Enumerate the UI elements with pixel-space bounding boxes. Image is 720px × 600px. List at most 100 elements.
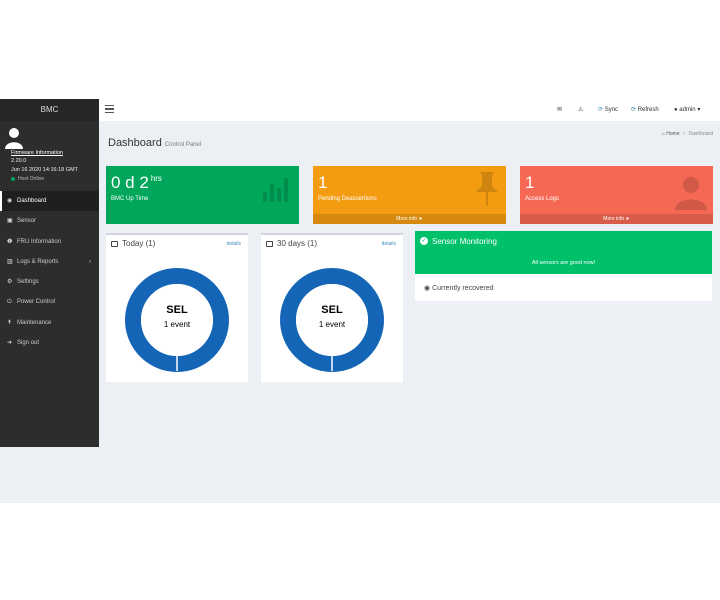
thirty-days-events-panel: 30 days (1) details SEL 1 event: [261, 233, 403, 382]
bar-chart-icon: [263, 178, 288, 202]
chevron-right-icon: ›: [89, 258, 91, 265]
uptime-label: BMC Up Time: [111, 196, 149, 202]
sidebar-item-maintenance[interactable]: ✝ Maintenance: [0, 313, 99, 333]
hdd-icon: [111, 240, 118, 247]
uptime-stat-box: 0 d 2 hrs BMC Up Time: [106, 166, 299, 224]
sync-button[interactable]: ⟳ Sync: [598, 106, 618, 113]
caret-down-icon: ▾: [697, 107, 701, 113]
breadcrumb-separator: >: [682, 131, 686, 137]
today-events-panel: Today (1) details SEL 1 event: [106, 233, 248, 382]
warning-icon[interactable]: ⚠: [578, 107, 584, 113]
sidebar-item-label: FRU Information: [17, 238, 62, 245]
today-donut-label: SEL: [166, 304, 188, 316]
thirty-days-panel-header: 30 days (1): [266, 239, 317, 248]
access-logs-box: 1 Access Logs More info ➤: [520, 166, 713, 224]
user-icon: ●: [674, 107, 678, 113]
page-title-text: Dashboard: [108, 137, 162, 149]
breadcrumb-current: Dashboard: [688, 131, 713, 137]
hdd-icon: [266, 240, 273, 247]
sensor-monitoring-title: Sensor Monitoring: [432, 237, 497, 246]
thirty-days-donut-chart[interactable]: [280, 268, 384, 372]
page-title: Dashboard Control Panel: [108, 137, 201, 149]
sync-icon: ⟳: [598, 107, 604, 113]
user-silhouette-icon: [675, 177, 707, 210]
top-navbar: ✉ ⚠ ⟳ Sync ⟳ Refresh ● admin ▾: [99, 99, 720, 121]
user-panel: Firmware Information 2.20.0 Jun 16 2020 …: [0, 121, 99, 187]
uptime-value: 0 d 2: [111, 173, 149, 192]
user-label: admin: [679, 107, 696, 113]
access-more-info-link[interactable]: More info ➤: [520, 214, 713, 224]
sidebar-item-sensor[interactable]: ▣ Sensor: [0, 211, 99, 231]
check-circle-icon: ✓: [420, 237, 428, 245]
thirty-days-donut-label: SEL: [321, 304, 343, 316]
sidebar: BMC Firmware Information 2.20.0 Jun 16 2…: [0, 99, 99, 447]
access-value: 1: [525, 173, 535, 192]
firmware-date: Jun 16 2020 14:16:18 GMT: [11, 167, 78, 173]
info-icon: ❶: [7, 238, 13, 245]
pending-label: Pending Deassertions: [318, 196, 377, 202]
uptime-value-wrap: 0 d 2 hrs: [111, 173, 162, 193]
sensor-monitoring-panel: ✓ Sensor Monitoring All sensors are good…: [415, 231, 712, 301]
firmware-information-link[interactable]: Firmware Information: [11, 150, 63, 156]
pending-more-label: More info: [396, 216, 418, 222]
thirty-days-details-link[interactable]: details: [381, 241, 396, 247]
app-root: BMC Firmware Information 2.20.0 Jun 16 2…: [0, 99, 720, 503]
access-label: Access Logs: [525, 196, 560, 202]
sidebar-item-label: Sensor: [17, 218, 37, 225]
chevron-circle-down-icon: ◉: [424, 285, 431, 292]
envelope-icon[interactable]: ✉: [557, 107, 563, 113]
brand-logo[interactable]: BMC: [0, 99, 99, 121]
sidebar-item-power-control[interactable]: ⏻ Power Control: [0, 292, 99, 312]
sidebar-item-label: Sign out: [17, 340, 40, 347]
sidebar-item-fru-information[interactable]: ❶ FRU Information: [0, 232, 99, 252]
sidebar-item-label: Power Control: [17, 299, 56, 306]
wrench-icon: ✝: [7, 319, 13, 326]
sidebar-item-label: Logs & Reports: [17, 258, 59, 265]
pending-deassertions-box: 1 Pending Deassertions More info ➤: [313, 166, 506, 224]
refresh-icon: ⟳: [631, 107, 637, 113]
breadcrumb-home[interactable]: Home: [666, 131, 680, 137]
arrow-circle-right-icon: ➤: [418, 216, 423, 222]
refresh-label: Refresh: [637, 107, 659, 113]
chart-icon: ▥: [7, 258, 13, 265]
today-details-link[interactable]: details: [226, 241, 241, 247]
refresh-button[interactable]: ⟳ Refresh: [631, 106, 659, 113]
power-icon: ⏻: [7, 299, 12, 306]
user-menu[interactable]: ● admin ▾: [674, 106, 700, 113]
breadcrumb: ⌂ Home > Dashboard: [662, 131, 713, 137]
sidebar-item-label: Settings: [17, 279, 39, 286]
currently-recovered-row[interactable]: ◉ Currently recovered: [424, 284, 494, 292]
today-panel-title: Today (1): [122, 239, 156, 248]
gear-icon: ⚙: [7, 279, 13, 286]
page-subtitle: Control Panel: [164, 142, 202, 148]
main-content: Dashboard Control Panel ⌂ Home > Dashboard …: [99, 121, 720, 503]
today-panel-header: Today (1): [111, 239, 155, 248]
status-dot-icon: [11, 176, 15, 181]
thirty-days-panel-title: 30 days (1): [277, 239, 318, 248]
sensor-monitoring-header: ✓ Sensor Monitoring All sensors are good…: [415, 231, 712, 274]
sidebar-item-sign-out[interactable]: ➜ Sign out: [0, 333, 99, 353]
sidebar-item-settings[interactable]: ⚙ Settings: [0, 272, 99, 292]
pending-more-info-link[interactable]: More info ➤: [313, 214, 506, 224]
host-status-label: Host Online: [18, 176, 45, 182]
sidebar-item-dashboard[interactable]: ◉ Dashboard: [0, 191, 99, 212]
thirty-days-donut-sublabel: 1 event: [318, 320, 346, 329]
today-donut-chart[interactable]: [125, 268, 229, 372]
hamburger-menu-icon[interactable]: [105, 105, 114, 113]
sidebar-menu: ◉ Dashboard ▣ Sensor ❶ FRU Information ▥ Log…: [0, 191, 99, 353]
sensor-monitoring-message: All sensors are good now!: [531, 260, 596, 266]
sync-label: Sync: [604, 107, 619, 113]
sidebar-item-label: Maintenance: [17, 319, 52, 326]
firmware-version: 2.20.0: [11, 158, 27, 164]
sidebar-item-logs-reports[interactable]: ▥ Logs & Reports ›: [0, 252, 99, 272]
uptime-unit: hrs: [150, 174, 162, 184]
sidebar-item-label: Dashboard: [17, 198, 47, 204]
sensor-icon: ▣: [7, 218, 13, 225]
pushpin-icon: [476, 172, 498, 206]
access-more-label: More info: [603, 216, 625, 222]
user-avatar-icon: [5, 128, 23, 149]
currently-recovered-label: Currently recovered: [432, 285, 494, 292]
home-icon: ⌂: [661, 131, 665, 137]
pending-value: 1: [318, 173, 328, 192]
donut-hole: [141, 284, 213, 356]
